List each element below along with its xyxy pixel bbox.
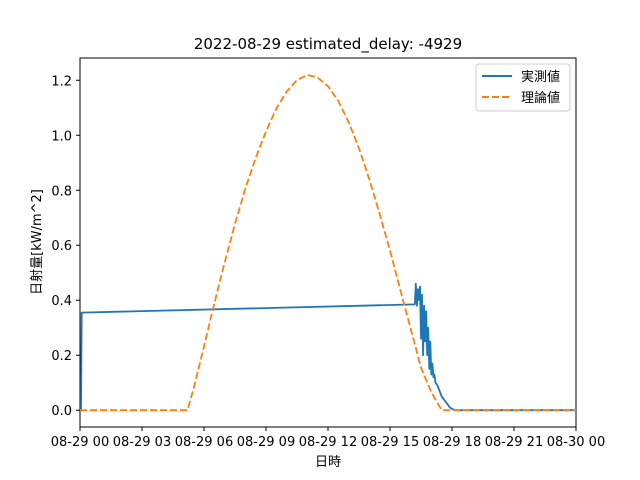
- legend: 実測値 理論値: [475, 63, 571, 112]
- series-layer: [80, 74, 576, 412]
- legend-label-measured: 実測値: [521, 69, 560, 85]
- y-tick-label: 0.4: [51, 294, 72, 309]
- y-tick-label: 0.2: [51, 349, 72, 364]
- series-line-theoretical: [80, 74, 576, 412]
- y-axis-title: 日射量[kW/m^2]: [29, 189, 45, 295]
- x-tick-label: 08-29 18: [423, 435, 481, 450]
- x-axis-title: 日時: [315, 455, 341, 470]
- x-tick-label: 08-29 21: [485, 435, 543, 450]
- y-tick-label: 1.0: [51, 129, 72, 144]
- x-tick-label: 08-29 03: [113, 435, 171, 450]
- y-tick-label: 1.2: [51, 74, 72, 89]
- x-axis: 08-29 00 08-29 03 08-29 06 08-29 09 08-29 12…: [51, 427, 605, 450]
- y-tick-label: 0.6: [51, 239, 72, 254]
- y-tick-label: 0.0: [51, 404, 72, 419]
- x-tick-label: 08-29 00: [51, 435, 109, 450]
- y-axis: 0.0 0.2 0.4 0.6 0.8 1.0 1.2: [51, 74, 80, 419]
- chart-title: 2022-08-29 estimated_delay: -4929: [194, 35, 462, 54]
- x-tick-label: 08-29 09: [237, 435, 295, 450]
- series-line-measured: [80, 282, 576, 412]
- x-tick-label: 08-29 15: [361, 435, 419, 450]
- x-tick-label: 08-29 12: [299, 435, 357, 450]
- x-tick-label: 08-30 00: [547, 435, 605, 450]
- y-tick-label: 0.8: [51, 184, 72, 199]
- x-tick-label: 08-29 06: [175, 435, 233, 450]
- legend-label-theoretical: 理論値: [521, 90, 560, 106]
